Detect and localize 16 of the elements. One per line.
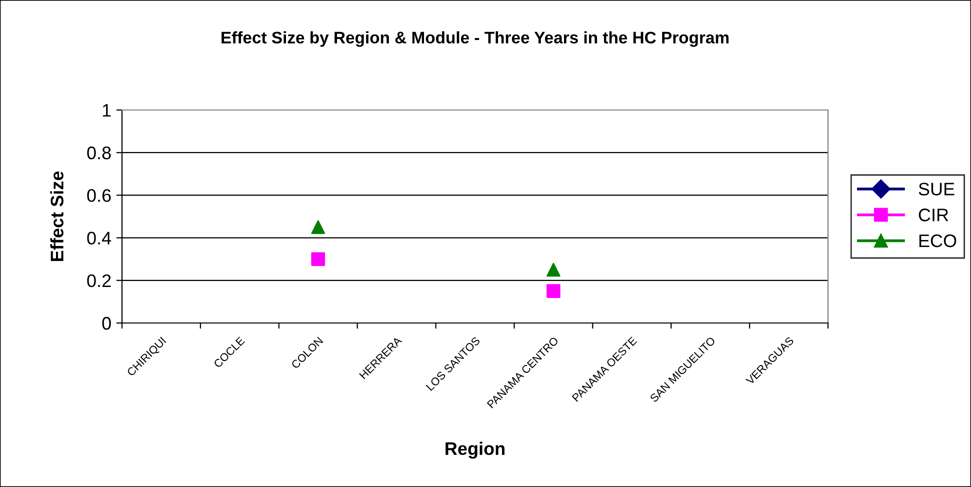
legend-label: CIR xyxy=(918,208,948,222)
point xyxy=(311,252,326,266)
y-tick-label: 0.4 xyxy=(87,232,112,245)
y-tick-label: 1 xyxy=(102,104,111,117)
point xyxy=(546,284,560,298)
y-tick-label: 0.2 xyxy=(87,274,111,288)
point xyxy=(311,220,326,234)
chart-title: Effect Size by Region & Module - Three Years in the HC Program xyxy=(222,31,729,47)
legend-label: ECO xyxy=(919,234,956,248)
y-tick-label: 0.8 xyxy=(87,146,111,160)
y-axis-title: Effect Size xyxy=(50,171,64,261)
point xyxy=(546,262,560,277)
y-tick-label: 0.6 xyxy=(87,189,111,202)
legend-label: SUE xyxy=(918,182,954,196)
y-tick-label: 0 xyxy=(102,316,111,330)
x-axis-title: Region xyxy=(446,442,504,459)
